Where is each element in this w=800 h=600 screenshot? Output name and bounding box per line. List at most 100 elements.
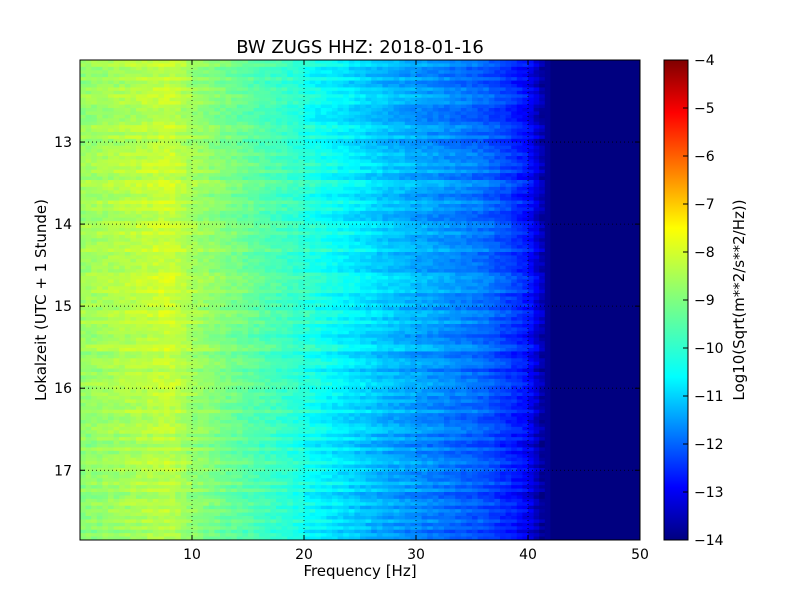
heatmap-cell (158, 97, 165, 102)
heatmap-cell (371, 138, 378, 143)
heatmap-cell (438, 176, 445, 181)
heatmap-cell (404, 90, 411, 95)
heatmap-cell (108, 60, 114, 64)
heatmap-cell (544, 221, 551, 225)
heatmap-cell (80, 90, 86, 95)
heatmap-cell (304, 118, 310, 123)
heatmap-cell (320, 128, 327, 133)
heatmap-cell (556, 132, 562, 136)
heatmap-cell (180, 186, 187, 191)
heatmap-cell (505, 180, 512, 184)
heatmap-cell (130, 204, 137, 208)
heatmap-cell (365, 63, 372, 68)
heatmap-cell (186, 135, 193, 140)
heatmap-cell (259, 217, 266, 222)
heatmap-cell (623, 176, 630, 181)
heatmap-cell (399, 176, 406, 181)
heatmap-cell (309, 197, 316, 201)
heatmap-cell (242, 70, 249, 75)
heatmap-cell (80, 77, 86, 81)
heatmap-cell (488, 108, 495, 112)
heatmap-cell (438, 228, 445, 232)
heatmap-cell (528, 173, 534, 177)
heatmap-cell (152, 87, 159, 92)
heatmap-cell (276, 128, 282, 133)
heatmap-cell (365, 159, 372, 164)
heatmap-cell (567, 132, 574, 136)
heatmap-cell (259, 176, 266, 181)
heatmap-cell (528, 197, 534, 201)
heatmap-cell (208, 97, 215, 102)
heatmap-cell (175, 101, 182, 105)
heatmap-cell (505, 210, 512, 215)
heatmap-cell (236, 111, 243, 116)
heatmap-cell (175, 111, 182, 116)
heatmap-cell (416, 111, 422, 116)
heatmap-cell (449, 63, 456, 68)
heatmap-cell (180, 90, 187, 95)
heatmap-cell (315, 135, 322, 140)
heatmap-cell (371, 228, 378, 232)
heatmap-cell (427, 186, 434, 191)
heatmap-cell (528, 84, 534, 88)
heatmap-cell (421, 73, 428, 78)
heatmap-cell (483, 63, 490, 68)
heatmap-cell (231, 60, 238, 64)
heatmap-cell (281, 84, 288, 88)
heatmap-cell (141, 108, 148, 112)
heatmap-cell (214, 101, 221, 105)
heatmap-cell (561, 186, 568, 191)
heatmap-cell (281, 63, 288, 68)
heatmap-cell (197, 94, 204, 99)
heatmap-cell (214, 94, 221, 99)
heatmap-cell (360, 132, 366, 136)
heatmap-cell (354, 210, 361, 215)
heatmap-cell (152, 173, 159, 177)
heatmap-cell (298, 80, 305, 85)
heatmap-cell (578, 66, 585, 71)
heatmap-cell (96, 190, 103, 195)
heatmap-cell (488, 135, 495, 140)
heatmap-cell (91, 169, 98, 174)
heatmap-cell (584, 101, 590, 105)
heatmap-cell (175, 94, 182, 99)
heatmap-cell (152, 176, 159, 181)
heatmap-cell (197, 162, 204, 167)
heatmap-cell (152, 70, 159, 75)
heatmap-cell (365, 97, 372, 102)
heatmap-cell (197, 114, 204, 119)
heatmap-cell (80, 145, 86, 150)
heatmap-cell (505, 193, 512, 198)
heatmap-cell (528, 149, 534, 153)
heatmap-cell (259, 87, 266, 92)
heatmap-cell (449, 200, 456, 205)
heatmap-cell (108, 162, 114, 167)
heatmap-cell (410, 132, 417, 136)
heatmap-cell (180, 66, 187, 71)
heatmap-cell (505, 66, 512, 71)
heatmap-cell (561, 84, 568, 88)
heatmap-cell (236, 190, 243, 195)
heatmap-cell (236, 183, 243, 188)
heatmap-cell (388, 149, 394, 153)
heatmap-cell (141, 138, 148, 143)
heatmap-cell (388, 173, 394, 177)
heatmap-cell (460, 80, 467, 85)
heatmap-cell (141, 197, 148, 201)
heatmap-cell (343, 156, 350, 160)
heatmap-cell (595, 200, 602, 205)
heatmap-cell (141, 121, 148, 126)
heatmap-cell (365, 224, 372, 229)
heatmap-cell (477, 221, 484, 225)
heatmap-cell (460, 101, 467, 105)
heatmap-cell (432, 145, 439, 150)
heatmap-cell (595, 114, 602, 119)
heatmap-cell (432, 207, 439, 212)
heatmap-cell (382, 190, 389, 195)
heatmap-cell (124, 60, 131, 64)
heatmap-cell (617, 70, 624, 75)
heatmap-cell (522, 114, 529, 119)
heatmap-cell (421, 121, 428, 126)
heatmap-cell (455, 183, 462, 188)
heatmap-cell (225, 101, 232, 105)
